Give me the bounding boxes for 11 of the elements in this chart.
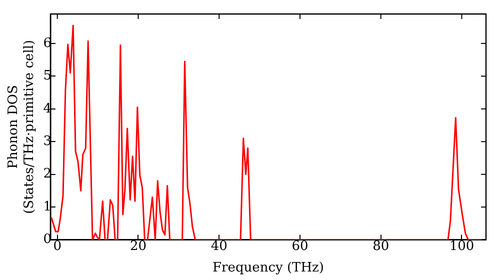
y-tick-label: 1 [43, 199, 52, 214]
y-tick-label: 2 [43, 166, 52, 182]
x-tick-label: 60 [292, 238, 308, 254]
x-tick-label: 20 [130, 238, 146, 254]
y-axis-title: Phonon DOS (States/THz·primitive cell) [6, 40, 37, 214]
x-tick-label: 80 [372, 238, 390, 254]
x-tick-label: 40 [210, 238, 228, 254]
x-tick-label: 100 [449, 238, 474, 254]
x-tick-label: 0 [53, 238, 62, 254]
x-axis-title: Frequency (THz) [212, 260, 324, 276]
y-tick-label: 4 [43, 101, 52, 116]
